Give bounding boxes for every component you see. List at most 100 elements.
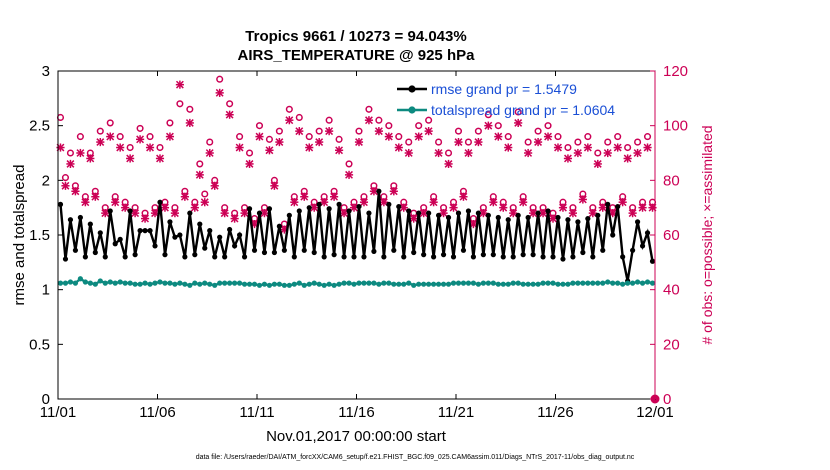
obs-possible-point [624, 143, 632, 152]
obs-possible-point [186, 105, 194, 113]
rmse-point [117, 236, 123, 242]
rmse-point [465, 208, 472, 214]
rmse-point [182, 254, 188, 260]
rmse-point [341, 254, 347, 260]
obs-assimilated-point [116, 143, 125, 152]
rmse-point [311, 249, 317, 256]
obs-possible-point [335, 135, 343, 143]
obs-possible-point [564, 143, 572, 152]
rmse-point [241, 254, 248, 260]
totalspread-point [620, 281, 626, 287]
rmse-point [72, 247, 79, 253]
x-tick-label: 11/06 [139, 404, 175, 421]
totalspread-point [346, 280, 352, 286]
obs-assimilated-point [325, 127, 334, 136]
totalspread-point [306, 281, 312, 287]
totalspread-point [535, 281, 541, 287]
obs-possible-point [355, 127, 363, 135]
obs-possible-point [504, 133, 512, 141]
rmse-point [550, 254, 556, 260]
totalspread-point [192, 280, 198, 286]
obs-assimilated-point [369, 187, 378, 196]
totalspread-point [321, 282, 327, 288]
rmse-point [157, 199, 163, 205]
totalspread-point [575, 280, 581, 286]
x-tick-label: 11/16 [338, 404, 374, 421]
rmse-point [256, 210, 263, 216]
obs-assimilated-point [270, 181, 279, 190]
rmse-point [590, 254, 596, 260]
obs-layer [56, 75, 660, 404]
rmse-point [316, 201, 322, 207]
totalspread-point [301, 282, 307, 288]
totalspread-point [236, 280, 243, 286]
obs-assimilated-point [170, 209, 179, 218]
obs-possible-point [285, 105, 293, 113]
totalspread-point [182, 281, 188, 287]
totalspread-point [445, 281, 452, 287]
legend-rmse-label: rmse grand pr = 1.5479 [431, 81, 577, 97]
totalspread-point [276, 281, 282, 287]
totalspread-point [580, 280, 586, 286]
totalspread-point [644, 279, 651, 285]
obs-assimilated-point [409, 214, 418, 223]
y-tick-label: 0.5 [29, 336, 50, 353]
totalspread-point [117, 279, 123, 285]
y-tick-label: 2.5 [29, 118, 50, 135]
rmse-point [351, 254, 357, 260]
rmse-point [580, 249, 586, 256]
obs-possible-point [166, 119, 174, 127]
rmse-point [102, 254, 108, 260]
obs-possible-point [116, 133, 124, 141]
x-axis-label: Nov.01,2017 00:00:00 start [266, 428, 447, 445]
rmse-point [406, 208, 412, 214]
rmse-point [421, 252, 427, 258]
obs-possible-point [295, 113, 303, 122]
obs-assimilated-point [215, 88, 224, 97]
obs-assimilated-point [519, 198, 528, 207]
obs-possible-point [315, 127, 323, 135]
rmse-point [440, 252, 447, 258]
obs-assimilated-point [245, 159, 254, 169]
y-tick-label: 0 [42, 391, 50, 408]
rmse-point [470, 254, 477, 260]
totalspread-point [585, 280, 591, 286]
obs-assimilated-point [414, 132, 423, 141]
rmse-point [142, 228, 148, 234]
obs-assimilated-point [111, 198, 120, 207]
obs-assimilated-point [96, 137, 105, 147]
rmse-point [555, 214, 561, 221]
totalspread-point [351, 281, 357, 287]
totalspread-point [500, 281, 506, 287]
tick-layer: 11/01 11/06 11/11 11/16 11/21 11/26 12/0100.51… [29, 63, 688, 421]
totalspread-point [525, 281, 531, 287]
rmse-point [575, 219, 581, 225]
totalspread-point [286, 282, 292, 288]
obs-assimilated-point [424, 127, 433, 136]
rmse-point [639, 243, 646, 249]
rmse-point [251, 247, 258, 253]
rmse-point [480, 252, 486, 258]
rmse-point [445, 214, 452, 221]
obs-possible-point [643, 133, 652, 141]
obs-assimilated-point [384, 132, 393, 141]
obs-possible-point [405, 138, 413, 146]
obs-assimilated-point [454, 137, 463, 147]
obs-assimilated-point [81, 198, 90, 207]
totalspread-point [251, 281, 258, 287]
obs-assimilated-point [628, 209, 637, 218]
obs-assimilated-point [354, 137, 364, 147]
rmse-point [266, 206, 273, 212]
obs-possible-point [345, 160, 353, 168]
obs-possible-point [216, 75, 224, 83]
totalspread-point [266, 282, 273, 288]
rmse-point [132, 252, 138, 258]
totalspread-point [152, 280, 158, 286]
totalspread-point [177, 280, 183, 286]
totalspread-point [416, 281, 422, 287]
obs-assimilated-point [190, 203, 199, 212]
obs-assimilated-point [180, 192, 189, 201]
rmse-point [137, 228, 143, 234]
obs-assimilated-point [265, 146, 274, 155]
totalspread-point [510, 280, 516, 286]
